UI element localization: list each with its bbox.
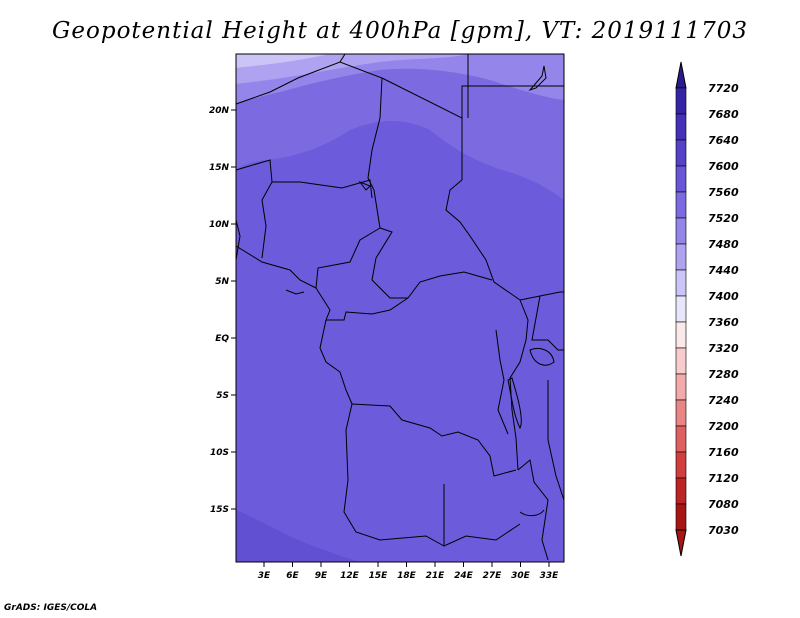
lon-tick-label: 15E: [369, 571, 389, 581]
lat-tick-label: 10S: [210, 448, 229, 458]
colorbar-label: 7480: [708, 238, 739, 251]
colorbar-swatch: [675, 139, 687, 167]
colorbar-swatch: [675, 321, 687, 349]
lon-tick-label: 27E: [483, 571, 503, 581]
height-band-7520: [236, 54, 564, 200]
lon-tick-label: 30E: [511, 571, 531, 581]
lat-tick-label: 5N: [215, 277, 229, 287]
colorbar-label: 7080: [708, 498, 739, 511]
colorbar-swatch: [675, 347, 687, 375]
lat-tick-label: 15S: [210, 505, 229, 515]
grads-credit: GrADS: IGES/COLA: [4, 603, 98, 613]
colorbar-label: 7640: [708, 134, 739, 147]
lat-tick-label: 10N: [209, 220, 230, 230]
colorbar-swatch: [675, 477, 687, 505]
colorbar-label: 7030: [708, 524, 739, 537]
lon-tick-label: 6E: [286, 571, 299, 581]
colorbar-label: 7440: [708, 264, 739, 277]
height-band-7640: [236, 54, 330, 68]
lat-tick-label: 15N: [209, 163, 230, 173]
lon-tick-label: 12E: [340, 571, 360, 581]
colorbar-swatch: [675, 399, 687, 427]
colorbar-label: 7680: [708, 108, 739, 121]
colorbar-swatch: [675, 191, 687, 219]
lat-tick-label: EQ: [215, 334, 229, 344]
colorbar-swatch: [675, 165, 687, 193]
colorbar-label: 7280: [708, 368, 739, 381]
colorbar-bottom-arrow: [675, 529, 687, 557]
lon-tick-label: 18E: [397, 571, 417, 581]
colorbar-label: 7320: [708, 342, 739, 355]
lon-tick-label: 3E: [258, 571, 271, 581]
colorbar-swatch: [675, 113, 687, 141]
longitude-axis: 3E 6E 9E 12E 15E 18E 21E 24E 27E 30E 33E: [258, 562, 559, 581]
height-band-7600: [236, 54, 470, 84]
map-title: Geopotential Height at 400hPa [gpm], VT:…: [52, 18, 748, 44]
colorbar-swatch: [675, 425, 687, 453]
lon-tick-label: 9E: [315, 571, 328, 581]
latitude-axis: 20N 15N 10N 5N EQ 5S 10S 15S: [209, 106, 236, 515]
colorbar-swatch: [675, 217, 687, 245]
lat-tick-label: 20N: [209, 106, 230, 116]
lon-tick-label: 33E: [540, 571, 560, 581]
map-panel: [235, 53, 565, 563]
colorbar-label: 7160: [708, 446, 739, 459]
colorbar-swatch: [675, 243, 687, 271]
height-band-south: [236, 510, 360, 562]
colorbar-label: 7520: [708, 212, 739, 225]
colorbar-top-arrow: [675, 61, 687, 89]
colorbar-swatch: [675, 295, 687, 323]
colorbar-label: 7360: [708, 316, 739, 329]
colorbar-swatch: [675, 269, 687, 297]
colorbar-swatch: [675, 87, 687, 115]
colorbar-swatch: [675, 451, 687, 479]
colorbar: 7720 7680 7640 7600 7560 7520 7480 7440 7400 7360…: [675, 61, 739, 557]
colorbar-label: 7120: [708, 472, 739, 485]
map-frame: [235, 53, 565, 563]
lon-tick-label: 21E: [426, 571, 446, 581]
colorbar-swatch: [675, 503, 687, 531]
colorbar-label: 7600: [708, 160, 739, 173]
colorbar-label: 7200: [708, 420, 739, 433]
lat-tick-label: 5S: [216, 391, 229, 401]
colorbar-label: 7400: [708, 290, 739, 303]
lon-tick-label: 24E: [454, 571, 474, 581]
lakes: [358, 65, 555, 517]
country-borders: [235, 53, 565, 561]
colorbar-swatch: [675, 373, 687, 401]
colorbar-label: 7240: [708, 394, 739, 407]
colorbar-label: 7720: [708, 82, 739, 95]
colorbar-label: 7560: [708, 186, 739, 199]
